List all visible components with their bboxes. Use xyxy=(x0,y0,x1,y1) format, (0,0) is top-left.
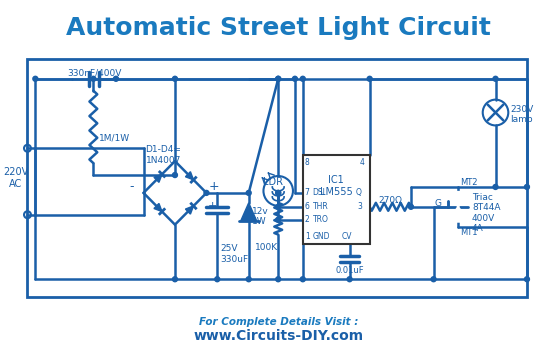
Text: MT1: MT1 xyxy=(460,228,477,237)
Text: +: + xyxy=(207,201,217,211)
Polygon shape xyxy=(448,192,468,207)
Text: 1: 1 xyxy=(305,232,310,241)
Text: 7: 7 xyxy=(305,188,310,197)
Circle shape xyxy=(276,76,280,81)
Circle shape xyxy=(293,76,298,81)
Text: Triac
8T44A
400V
4A: Triac 8T44A 400V 4A xyxy=(472,193,500,233)
Text: 12v
1W: 12v 1W xyxy=(252,207,268,226)
Polygon shape xyxy=(185,172,194,180)
Polygon shape xyxy=(185,206,194,214)
Text: G: G xyxy=(434,199,442,208)
Bar xyxy=(303,155,370,244)
Text: 230V
lamp: 230V lamp xyxy=(510,105,534,124)
Polygon shape xyxy=(154,174,162,183)
Circle shape xyxy=(525,184,530,189)
Circle shape xyxy=(91,76,96,81)
Circle shape xyxy=(431,277,436,282)
Circle shape xyxy=(525,277,530,282)
Polygon shape xyxy=(241,203,257,221)
Text: 0.01uF: 0.01uF xyxy=(336,266,365,275)
Text: 6: 6 xyxy=(305,202,310,211)
Text: THR: THR xyxy=(312,202,328,211)
Circle shape xyxy=(246,277,251,282)
Text: -: - xyxy=(130,180,134,193)
Text: 4: 4 xyxy=(360,158,365,167)
Circle shape xyxy=(276,76,280,81)
Text: 270Ω: 270Ω xyxy=(378,196,402,205)
Circle shape xyxy=(173,172,178,177)
Circle shape xyxy=(215,277,219,282)
Text: 3: 3 xyxy=(357,202,362,211)
Text: +: + xyxy=(208,180,219,193)
Text: www.Circuits-DIY.com: www.Circuits-DIY.com xyxy=(193,329,363,343)
Circle shape xyxy=(33,76,38,81)
Text: 8: 8 xyxy=(305,158,310,167)
Circle shape xyxy=(493,184,498,189)
Text: GND: GND xyxy=(312,232,330,241)
Circle shape xyxy=(300,277,305,282)
Circle shape xyxy=(276,277,280,282)
Text: 25V
330uF: 25V 330uF xyxy=(220,244,248,264)
Text: 1M/1W: 1M/1W xyxy=(99,133,130,142)
Bar xyxy=(28,59,527,297)
Text: LDR: LDR xyxy=(263,177,283,187)
Polygon shape xyxy=(448,207,468,222)
Circle shape xyxy=(300,76,305,81)
Text: D1-D4=
1N4007: D1-D4= 1N4007 xyxy=(145,145,182,165)
Circle shape xyxy=(493,76,498,81)
Circle shape xyxy=(113,76,118,81)
Text: Automatic Street Light Circuit: Automatic Street Light Circuit xyxy=(66,16,491,40)
Text: MT2: MT2 xyxy=(460,178,477,187)
Text: For Complete Details Visit :: For Complete Details Visit : xyxy=(199,317,358,327)
Text: 330nF/400V: 330nF/400V xyxy=(67,69,121,78)
Circle shape xyxy=(173,277,178,282)
Circle shape xyxy=(246,190,251,195)
Polygon shape xyxy=(154,203,162,212)
Circle shape xyxy=(276,204,280,209)
Circle shape xyxy=(276,190,280,195)
Text: IC1
LM555: IC1 LM555 xyxy=(320,175,353,197)
Text: 2: 2 xyxy=(305,215,310,224)
Text: 220V
AC: 220V AC xyxy=(3,167,28,189)
Circle shape xyxy=(173,76,178,81)
Text: DSI: DSI xyxy=(312,188,326,197)
Text: TRO: TRO xyxy=(312,215,328,224)
Circle shape xyxy=(347,277,352,282)
Circle shape xyxy=(204,190,209,195)
Circle shape xyxy=(367,76,372,81)
Circle shape xyxy=(276,190,280,195)
Circle shape xyxy=(276,217,280,222)
Text: CV: CV xyxy=(342,232,353,241)
Circle shape xyxy=(409,204,414,209)
Text: Q: Q xyxy=(356,188,362,197)
Text: 100K: 100K xyxy=(255,243,278,252)
